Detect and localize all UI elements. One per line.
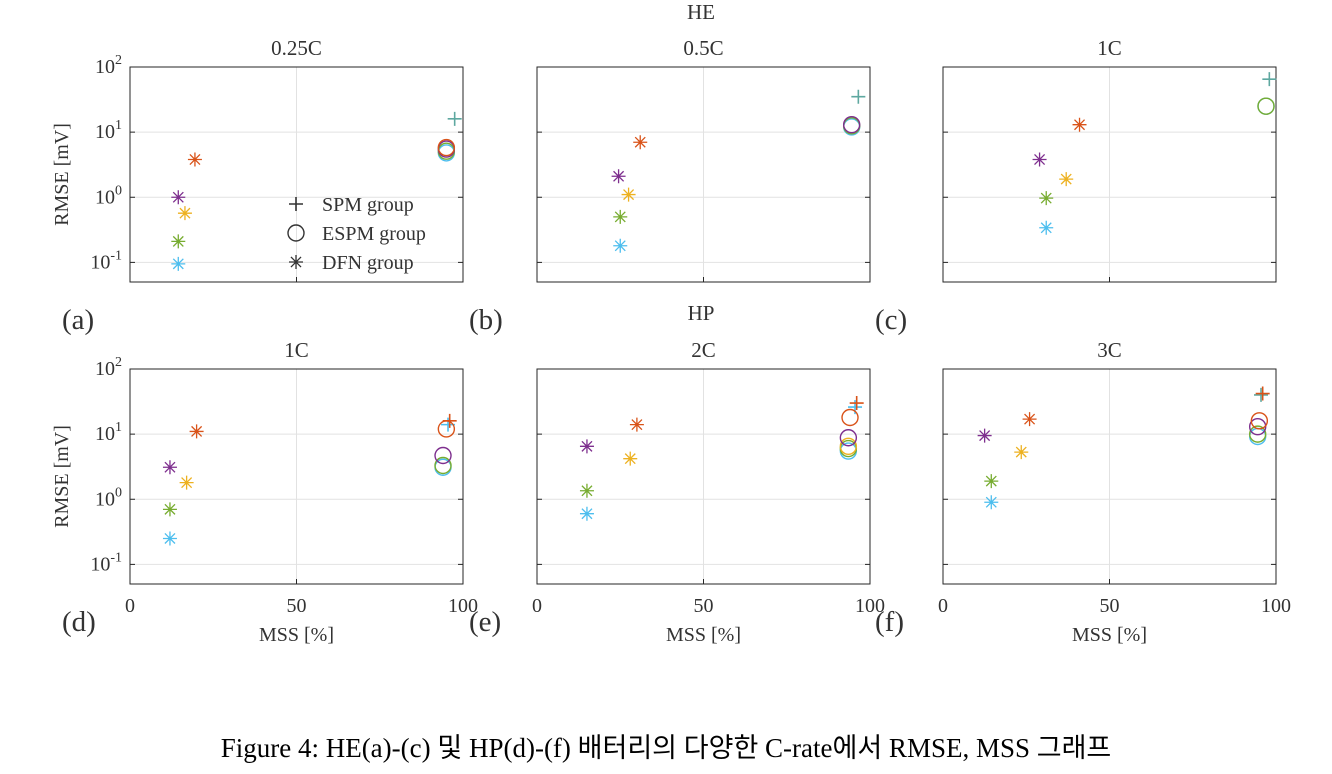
chart-panel-a: 10-1 100 101 102 0.25C RMSE [mV] (a) xyxy=(51,36,464,336)
data-point-circle xyxy=(434,456,452,475)
y-tick-label: 10-1 xyxy=(90,248,122,273)
data-point-plus xyxy=(849,396,864,411)
data-point-circle xyxy=(839,437,858,456)
panel-letter: (c) xyxy=(875,304,907,336)
data-point-asterisk xyxy=(1022,412,1037,427)
panel-title: 0.5C xyxy=(683,36,723,60)
group-label-hp: HP xyxy=(688,301,715,325)
x-tick-label: 100 xyxy=(855,595,885,617)
data-point-asterisk xyxy=(1014,445,1029,460)
panel-title: 2C xyxy=(691,338,716,362)
panel-letter: (b) xyxy=(469,304,503,336)
legend-marker-plus xyxy=(289,197,303,211)
data-point-circle xyxy=(1248,425,1267,443)
data-point-circle xyxy=(842,117,861,135)
y-tick-label: 102 xyxy=(95,53,122,78)
y-tick-label: 100 xyxy=(95,183,122,208)
y-tick-label: 101 xyxy=(95,118,122,143)
y-tick-label: 10-1 xyxy=(90,550,122,575)
data-point-asterisk xyxy=(629,417,644,432)
data-point-asterisk xyxy=(162,531,177,546)
data-point-circle xyxy=(839,429,858,447)
legend-marker-circle xyxy=(287,224,305,242)
data-point-asterisk xyxy=(579,483,594,498)
data-point-asterisk xyxy=(187,152,202,167)
data-point-asterisk xyxy=(1039,220,1054,235)
chart-panel-b: 0.5C (b) xyxy=(469,36,871,336)
figure-caption: Figure 4: HE(a)-(c) 및 HP(d)-(f) 배터리의 다양한… xyxy=(220,733,1112,763)
data-point-asterisk xyxy=(621,187,636,202)
data-point-asterisk xyxy=(189,424,204,439)
legend-label: ESPM group xyxy=(322,223,426,245)
data-point-asterisk xyxy=(171,256,186,271)
data-point-circle xyxy=(437,138,456,157)
panel-title: 1C xyxy=(284,338,309,362)
data-point-asterisk xyxy=(984,495,999,510)
data-point-asterisk xyxy=(579,439,594,454)
x-axis-label: MSS [%] xyxy=(1072,624,1147,646)
group-label-he: HE xyxy=(687,0,715,24)
legend-marker-asterisk xyxy=(289,255,303,269)
data-point-circle xyxy=(437,420,456,438)
data-point-circle xyxy=(842,116,861,134)
data-point-asterisk xyxy=(623,451,638,466)
data-point-asterisk xyxy=(613,209,628,224)
data-point-asterisk xyxy=(1072,117,1087,132)
data-point-asterisk xyxy=(171,190,186,205)
data-point-circle xyxy=(1257,97,1275,115)
x-axis-label: MSS [%] xyxy=(259,624,334,646)
data-point-plus xyxy=(851,89,866,104)
y-tick-label: 100 xyxy=(95,485,122,510)
panel-letter: (a) xyxy=(62,304,94,336)
x-tick-label: 100 xyxy=(1261,595,1291,617)
chart-panel-d: 10-1 100 101 102 0 50 100 1C RMSE [mV] MSS [%] (d) xyxy=(51,338,478,646)
legend-label: SPM group xyxy=(322,194,414,216)
data-point-asterisk xyxy=(162,502,177,517)
panel-letter: (f) xyxy=(875,606,904,638)
data-point-asterisk xyxy=(1059,172,1074,187)
data-point-asterisk xyxy=(179,475,194,490)
x-tick-label: 50 xyxy=(287,595,307,617)
data-point-asterisk xyxy=(1039,191,1054,206)
x-tick-label: 0 xyxy=(532,595,542,617)
data-point-asterisk xyxy=(1032,152,1047,167)
y-axis-label: RMSE [mV] xyxy=(51,123,73,226)
panel-title: 0.25C xyxy=(271,36,322,60)
data-point-asterisk xyxy=(613,238,628,253)
chart-panel-f: 0 50 100 3C MSS [%] (f) xyxy=(875,338,1291,646)
y-tick-label: 102 xyxy=(95,355,122,380)
data-point-asterisk xyxy=(171,234,186,249)
data-point-circle xyxy=(1250,412,1269,430)
x-tick-label: 50 xyxy=(694,595,714,617)
data-point-asterisk xyxy=(984,474,999,489)
panel-title: 3C xyxy=(1097,338,1122,362)
data-point-circle xyxy=(841,408,859,427)
x-tick-label: 0 xyxy=(938,595,948,617)
chart-panel-e: 0 50 100 2C MSS [%] (e) xyxy=(469,338,885,646)
x-tick-label: 0 xyxy=(125,595,135,617)
data-point-asterisk xyxy=(633,135,648,150)
data-point-asterisk xyxy=(162,460,177,475)
panel-title: 1C xyxy=(1097,36,1122,60)
data-point-asterisk xyxy=(177,206,192,221)
legend: SPM group ESPM group DFN group xyxy=(287,194,426,274)
x-axis-label: MSS [%] xyxy=(666,624,741,646)
y-tick-label: 101 xyxy=(95,420,122,445)
x-tick-label: 100 xyxy=(448,595,478,617)
data-point-circle xyxy=(434,446,452,465)
data-point-plus xyxy=(1262,72,1277,87)
panel-letter: (e) xyxy=(469,606,501,638)
data-point-plus xyxy=(447,111,462,126)
x-tick-label: 50 xyxy=(1100,595,1120,617)
data-point-asterisk xyxy=(977,428,992,443)
chart-panel-c: 1C (c) xyxy=(875,36,1277,336)
data-point-asterisk xyxy=(579,506,594,521)
panel-letter: (d) xyxy=(62,606,96,638)
legend-label: DFN group xyxy=(322,252,414,274)
data-point-plus xyxy=(1254,387,1269,402)
data-point-asterisk xyxy=(611,169,626,184)
y-axis-label: RMSE [mV] xyxy=(51,425,73,528)
data-point-plus xyxy=(1255,386,1270,401)
